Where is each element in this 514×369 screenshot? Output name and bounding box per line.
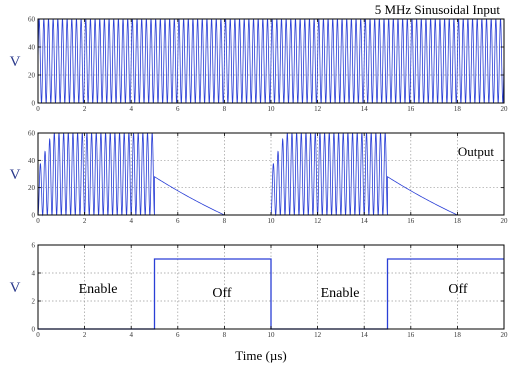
x-tick-label: 4 (129, 217, 133, 225)
x-tick-label: 20 (501, 331, 509, 339)
y-tick-label: 20 (28, 184, 36, 192)
x-tick-label: 18 (454, 105, 462, 113)
x-tick-label: 20 (501, 105, 509, 113)
x-tick-label: 14 (361, 105, 369, 113)
x-tick-label: 2 (83, 217, 87, 225)
x-tick-label: 20 (501, 217, 509, 225)
x-tick-label: 4 (129, 105, 133, 113)
series-line (38, 258, 504, 330)
y-tick-label: 60 (28, 16, 36, 24)
x-tick-label: 10 (268, 331, 276, 339)
plot-frame (37, 132, 505, 216)
y-tick-label: 0 (32, 326, 36, 334)
x-tick-label: 8 (223, 331, 227, 339)
annotation-label: Enable (79, 282, 118, 297)
y-tick-label: 40 (28, 157, 36, 165)
y-tick-label: 6 (32, 242, 36, 250)
x-tick-label: 8 (223, 217, 227, 225)
y-tick-label: 60 (28, 130, 36, 138)
x-tick-label: 0 (36, 105, 40, 113)
x-tick-label: 14 (361, 217, 369, 225)
annotation-label: 5 MHz Sinusoidal Input (375, 2, 501, 17)
y-tick-label: 0 (32, 212, 36, 220)
x-tick-label: 0 (36, 217, 40, 225)
x-tick-label: 12 (314, 331, 322, 339)
x-tick-label: 2 (83, 331, 87, 339)
y-axis-label: V (10, 167, 21, 183)
x-tick-label: 16 (407, 217, 415, 225)
annotation-label: Off (212, 286, 232, 301)
x-tick-label: 6 (176, 105, 180, 113)
x-tick-label: 10 (268, 217, 276, 225)
y-axis-label: V (10, 54, 21, 70)
x-tick-label: 12 (314, 105, 322, 113)
y-tick-label: 2 (32, 298, 36, 306)
series-line (37, 18, 505, 104)
y-tick-label: 0 (32, 100, 36, 108)
x-tick-label: 14 (361, 331, 369, 339)
x-tick-label: 0 (36, 331, 40, 339)
x-tick-label: 6 (176, 217, 180, 225)
x-tick-label: 10 (268, 105, 276, 113)
x-tick-label: 12 (314, 217, 322, 225)
chart-panel-2: 0 2 4 6 8 10 12 14 16 18 20 0 20 40 60 V Output (10, 130, 508, 226)
y-tick-label: 40 (28, 44, 36, 52)
x-tick-label: 18 (454, 217, 462, 225)
x-tick-label: 8 (223, 105, 227, 113)
chart-panel-3: 0 2 4 6 8 10 12 14 16 18 20 0 2 4 6 V Enable Off Enable Off… (10, 242, 508, 364)
x-tick-label: 16 (407, 105, 415, 113)
x-tick-label: 2 (83, 105, 87, 113)
annotation-label: Enable (321, 286, 360, 301)
chart-panel-1: 0 2 4 6 8 10 12 14 16 18 20 0 20 40 60 V 5 MHz Sinusoida… (10, 2, 508, 113)
x-tick-label: 18 (454, 331, 462, 339)
annotation-label: Output (458, 144, 495, 159)
x-tick-label: 4 (129, 331, 133, 339)
x-tick-label: 6 (176, 331, 180, 339)
y-tick-label: 20 (28, 72, 36, 80)
x-axis-label: Time (µs) (235, 348, 286, 363)
y-tick-label: 4 (32, 270, 36, 278)
series-line (37, 132, 504, 217)
x-tick-label: 16 (407, 331, 415, 339)
y-axis-label: V (10, 280, 21, 296)
annotation-label: Off (448, 282, 468, 297)
